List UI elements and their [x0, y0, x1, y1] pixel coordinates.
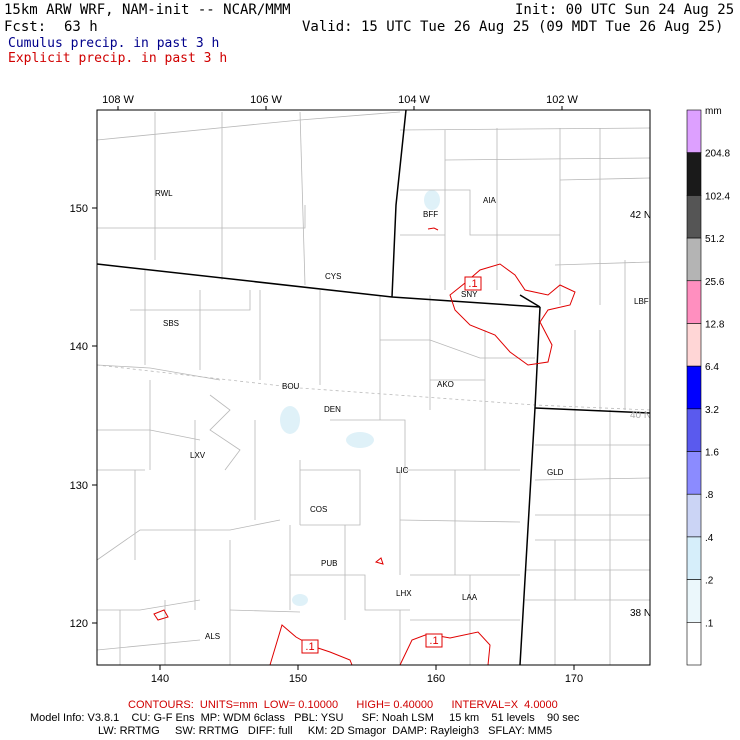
legend-swatch: [686, 451, 702, 495]
x-tick-label: 150: [289, 673, 307, 685]
legend-swatch: [686, 280, 702, 324]
explicit-precip-contours: [153, 227, 576, 666]
x-tick-label: 170: [565, 673, 583, 685]
city-label: BFF: [423, 210, 438, 219]
lat-label: 42 N: [630, 210, 651, 221]
legend-level-label: .8: [705, 490, 714, 501]
contour-info: CONTOURS: UNITS=mm LOW= 0.10000 HIGH= 0.…: [128, 699, 558, 711]
city-label: LBF: [634, 297, 649, 306]
lon-label: 102 W: [546, 94, 578, 106]
field-cumulus-label: Cumulus precip. in past 3 h: [8, 36, 220, 51]
legend-unit: mm: [705, 106, 722, 117]
lat-label: 38 N: [630, 608, 651, 619]
legend-level-label: 12.8: [705, 319, 725, 330]
legend-level-label: 25.6: [705, 277, 725, 288]
legend-level-label: 51.2: [705, 234, 725, 245]
map-frame: [96, 109, 651, 666]
legend-level-label: 3.2: [705, 405, 719, 416]
legend-swatch: [686, 152, 702, 196]
latitude-40n-line: [96, 364, 651, 411]
longitude-axis: 108 W 106 W 104 W 102 W: [102, 94, 579, 110]
grid-y-axis: 120 130 140 150: [70, 203, 97, 630]
model-info-line2: LW: RRTMG SW: RRTMG DIFF: full KM: 2D Sm…: [98, 725, 553, 737]
cumulus-precip-areas: [280, 190, 440, 606]
color-legend: mm 204.8 102.4 51.2 25.6 12.8 6.4 3.2 1.6 .8 .4 .2…: [686, 106, 730, 666]
lon-label: 108 W: [102, 94, 134, 106]
legend-swatch: [686, 109, 702, 153]
legend-swatch: [686, 579, 702, 623]
legend-swatch: [686, 323, 702, 367]
city-label: SBS: [163, 319, 179, 328]
legend-level-label: 102.4: [705, 191, 730, 202]
legend-swatch: [686, 237, 702, 282]
forecast-hour: 63 h: [64, 19, 98, 35]
grid-x-axis: 140 150 160 170: [151, 665, 583, 685]
contour-label: .1: [468, 278, 477, 290]
city-label: PUB: [321, 559, 337, 568]
map-title: 15km ARW WRF, NAM-init -- NCAR/MMM: [4, 2, 291, 18]
lat-label: 40 N: [630, 410, 651, 421]
city-label: GLD: [547, 468, 564, 477]
city-label: COS: [310, 505, 327, 514]
valid-time: Valid: 15 UTC Tue 26 Aug 25 (09 MDT Tue …: [302, 19, 724, 35]
city-labels: RWL BFF AIA CYS SNY LBF SBS AKO BOU DEN …: [155, 189, 649, 641]
lon-label: 104 W: [398, 94, 430, 106]
lon-label: 106 W: [250, 94, 282, 106]
contour-label: .1: [429, 635, 438, 647]
contour-label: .1: [305, 641, 314, 653]
x-tick-label: 140: [151, 673, 169, 685]
legend-swatch: [686, 365, 702, 410]
city-label: LXV: [190, 451, 206, 460]
y-tick-label: 130: [70, 480, 88, 492]
city-label: LIC: [396, 466, 409, 475]
legend-level-label: .4: [705, 533, 714, 544]
city-label: CYS: [325, 272, 341, 281]
legend-level-label: 204.8: [705, 149, 730, 160]
legend-swatch: [686, 195, 702, 239]
city-label: AIA: [483, 196, 497, 205]
field-explicit-label: Explicit precip. in past 3 h: [8, 51, 228, 66]
legend-level-label: .1: [705, 618, 714, 629]
city-label: LHX: [396, 589, 412, 598]
contour-labels: .1 .1 .1: [301, 276, 482, 654]
legend-swatch: [686, 622, 702, 666]
legend-level-label: .2: [705, 576, 714, 587]
city-label: BOU: [282, 382, 300, 391]
model-info-line1: Model Info: V3.8.1 CU: G-F Ens MP: WDM 6…: [30, 712, 580, 724]
x-tick-label: 160: [427, 673, 445, 685]
city-label: DEN: [324, 405, 341, 414]
legend-swatch: [686, 536, 702, 580]
init-time: Init: 00 UTC Sun 24 Aug 25: [515, 2, 735, 18]
legend-level-label: 1.6: [705, 448, 719, 459]
city-label: AKO: [437, 380, 454, 389]
y-tick-label: 120: [70, 618, 88, 630]
latitude-labels: 42 N 40 N 38 N: [630, 210, 651, 619]
legend-swatch: [686, 408, 702, 452]
county-boundaries: [96, 111, 651, 665]
state-boundaries: [96, 109, 651, 666]
city-label: RWL: [155, 189, 173, 198]
city-label: SNY: [461, 290, 478, 299]
city-label: ALS: [205, 632, 220, 641]
legend-swatch: [686, 493, 702, 538]
y-tick-label: 140: [70, 341, 88, 353]
legend-level-label: 6.4: [705, 362, 719, 373]
map-frame-bg: [97, 110, 650, 665]
y-tick-label: 150: [70, 203, 88, 215]
city-label: LAA: [462, 593, 478, 602]
forecast-label: Fcst:: [4, 19, 47, 35]
